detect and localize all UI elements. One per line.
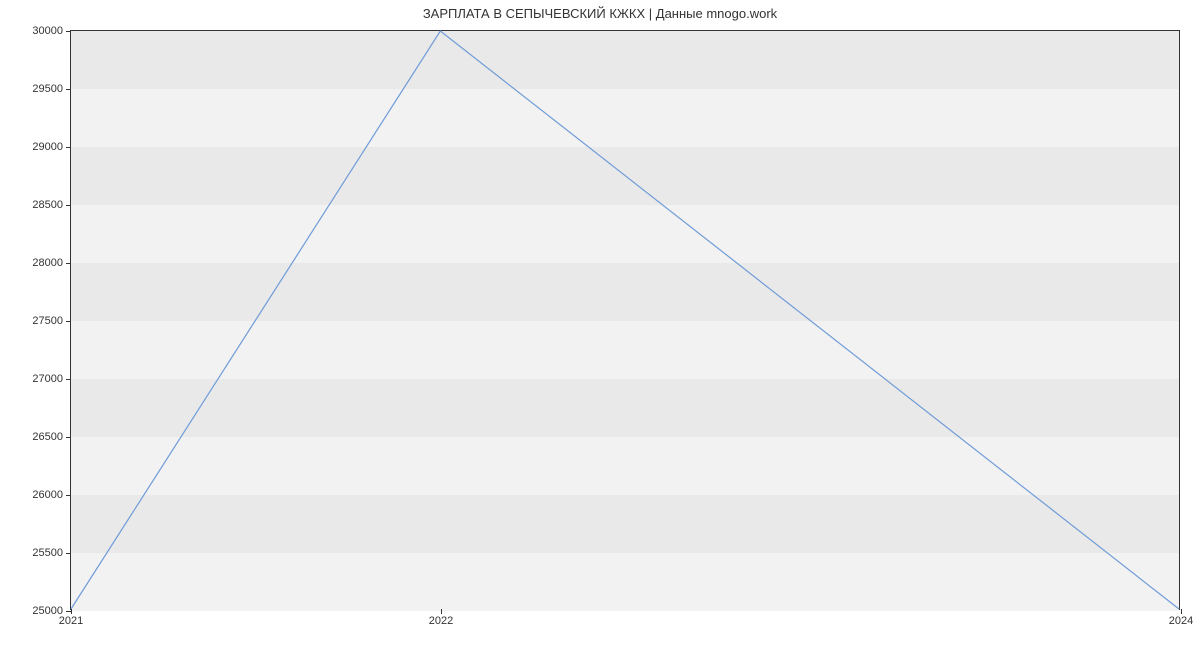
x-tick-mark (1181, 609, 1182, 614)
y-tick-mark (66, 495, 71, 496)
y-tick-label: 26500 (32, 431, 63, 443)
y-tick-label: 30000 (32, 25, 63, 37)
y-tick-label: 27000 (32, 373, 63, 385)
x-tick-label: 2021 (59, 615, 83, 627)
y-tick-mark (66, 263, 71, 264)
chart-container: ЗАРПЛАТА В СЕПЫЧЕВСКИЙ КЖКХ | Данные mno… (0, 0, 1200, 650)
y-tick-mark (66, 437, 71, 438)
x-tick-label: 2022 (429, 615, 453, 627)
y-tick-mark (66, 553, 71, 554)
y-tick-mark (66, 321, 71, 322)
y-tick-label: 28000 (32, 257, 63, 269)
y-tick-label: 26000 (32, 489, 63, 501)
y-tick-mark (66, 205, 71, 206)
y-tick-label: 29000 (32, 141, 63, 153)
plot-area: 2500025500260002650027000275002800028500… (70, 30, 1180, 610)
y-tick-label: 29500 (32, 83, 63, 95)
y-tick-label: 28500 (32, 199, 63, 211)
y-tick-mark (66, 147, 71, 148)
x-tick-mark (441, 609, 442, 614)
x-tick-mark (71, 609, 72, 614)
line-layer (71, 31, 1179, 609)
series-line (71, 31, 1179, 609)
chart-title: ЗАРПЛАТА В СЕПЫЧЕВСКИЙ КЖКХ | Данные mno… (0, 6, 1200, 21)
y-tick-mark (66, 89, 71, 90)
y-tick-label: 27500 (32, 315, 63, 327)
y-tick-label: 25500 (32, 547, 63, 559)
y-tick-mark (66, 31, 71, 32)
x-tick-label: 2024 (1169, 615, 1193, 627)
y-tick-mark (66, 379, 71, 380)
